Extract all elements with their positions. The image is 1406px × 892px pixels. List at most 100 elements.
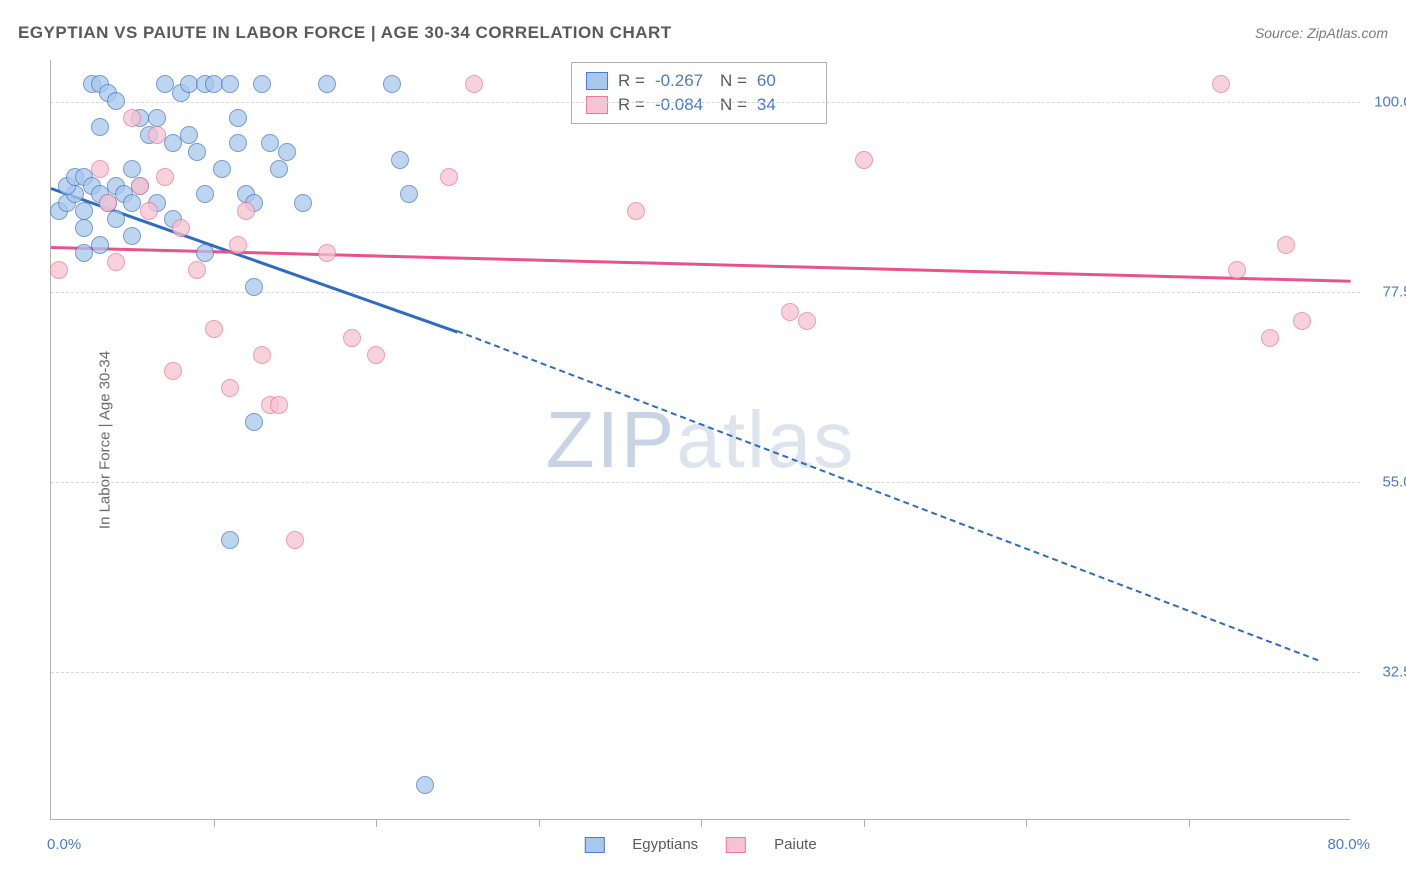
data-point bbox=[221, 531, 239, 549]
data-point bbox=[391, 151, 409, 169]
data-point bbox=[164, 362, 182, 380]
data-point bbox=[1277, 236, 1295, 254]
data-point bbox=[107, 253, 125, 271]
x-axis-min-label: 0.0% bbox=[47, 836, 81, 853]
correlation-legend: R = -0.267 N = 60 R = -0.084 N = 34 bbox=[571, 62, 827, 124]
data-point bbox=[465, 75, 483, 93]
legend-swatch-egyptians bbox=[584, 837, 604, 853]
data-point bbox=[1212, 75, 1230, 93]
legend-label-egyptians: Egyptians bbox=[632, 836, 698, 853]
data-point bbox=[50, 261, 68, 279]
swatch-paiute bbox=[586, 96, 608, 114]
watermark: ZIPatlas bbox=[546, 394, 855, 486]
data-point bbox=[245, 413, 263, 431]
x-tick bbox=[1026, 819, 1027, 827]
x-axis-max-label: 80.0% bbox=[1327, 836, 1370, 853]
data-point bbox=[229, 236, 247, 254]
data-point bbox=[188, 261, 206, 279]
data-point bbox=[229, 109, 247, 127]
data-point bbox=[261, 134, 279, 152]
data-point bbox=[270, 160, 288, 178]
data-point bbox=[180, 126, 198, 144]
data-point bbox=[75, 244, 93, 262]
data-point bbox=[123, 160, 141, 178]
data-point bbox=[278, 143, 296, 161]
data-point bbox=[172, 219, 190, 237]
data-point bbox=[1293, 312, 1311, 330]
chart-header: EGYPTIAN VS PAIUTE IN LABOR FORCE | AGE … bbox=[18, 18, 1388, 48]
x-tick bbox=[1189, 819, 1190, 827]
series-legend: Egyptians Paiute bbox=[584, 836, 816, 853]
data-point bbox=[286, 531, 304, 549]
data-point bbox=[343, 329, 361, 347]
y-tick-label: 32.5% bbox=[1382, 664, 1406, 681]
data-point bbox=[148, 126, 166, 144]
y-tick-label: 55.0% bbox=[1382, 474, 1406, 491]
data-point bbox=[627, 202, 645, 220]
data-point bbox=[237, 202, 255, 220]
data-point bbox=[221, 379, 239, 397]
gridline bbox=[51, 482, 1360, 483]
trend-line bbox=[51, 246, 1351, 283]
data-point bbox=[400, 185, 418, 203]
data-point bbox=[318, 244, 336, 262]
legend-row-egyptians: R = -0.267 N = 60 bbox=[586, 69, 812, 93]
data-point bbox=[781, 303, 799, 321]
y-axis-label: In Labor Force | Age 30-34 bbox=[97, 350, 114, 528]
legend-row-paiute: R = -0.084 N = 34 bbox=[586, 93, 812, 117]
gridline bbox=[51, 672, 1360, 673]
data-point bbox=[318, 75, 336, 93]
scatter-chart: ZIPatlas In Labor Force | Age 30-34 0.0%… bbox=[50, 60, 1350, 820]
data-point bbox=[196, 185, 214, 203]
trend-line bbox=[457, 330, 1319, 661]
data-point bbox=[140, 202, 158, 220]
gridline bbox=[51, 102, 1360, 103]
data-point bbox=[131, 177, 149, 195]
data-point bbox=[75, 202, 93, 220]
legend-label-paiute: Paiute bbox=[774, 836, 817, 853]
chart-source: Source: ZipAtlas.com bbox=[1255, 25, 1388, 41]
data-point bbox=[416, 776, 434, 794]
data-point bbox=[383, 75, 401, 93]
x-tick bbox=[376, 819, 377, 827]
chart-title: EGYPTIAN VS PAIUTE IN LABOR FORCE | AGE … bbox=[18, 23, 672, 43]
data-point bbox=[188, 143, 206, 161]
data-point bbox=[196, 244, 214, 262]
y-tick-label: 100.0% bbox=[1374, 94, 1406, 111]
data-point bbox=[107, 210, 125, 228]
x-tick bbox=[701, 819, 702, 827]
data-point bbox=[1261, 329, 1279, 347]
data-point bbox=[798, 312, 816, 330]
x-tick bbox=[214, 819, 215, 827]
data-point bbox=[99, 194, 117, 212]
data-point bbox=[123, 194, 141, 212]
data-point bbox=[91, 236, 109, 254]
data-point bbox=[91, 160, 109, 178]
y-tick-label: 77.5% bbox=[1382, 284, 1406, 301]
data-point bbox=[229, 134, 247, 152]
data-point bbox=[123, 227, 141, 245]
data-point bbox=[164, 134, 182, 152]
swatch-egyptians bbox=[586, 72, 608, 90]
data-point bbox=[107, 92, 125, 110]
data-point bbox=[221, 75, 239, 93]
data-point bbox=[270, 396, 288, 414]
data-point bbox=[156, 75, 174, 93]
data-point bbox=[245, 278, 263, 296]
data-point bbox=[91, 118, 109, 136]
legend-swatch-paiute bbox=[726, 837, 746, 853]
data-point bbox=[75, 219, 93, 237]
data-point bbox=[213, 160, 231, 178]
data-point bbox=[148, 109, 166, 127]
x-tick bbox=[539, 819, 540, 827]
data-point bbox=[156, 168, 174, 186]
data-point bbox=[253, 75, 271, 93]
data-point bbox=[123, 109, 141, 127]
data-point bbox=[205, 320, 223, 338]
data-point bbox=[253, 346, 271, 364]
data-point bbox=[294, 194, 312, 212]
data-point bbox=[855, 151, 873, 169]
data-point bbox=[1228, 261, 1246, 279]
data-point bbox=[440, 168, 458, 186]
data-point bbox=[367, 346, 385, 364]
